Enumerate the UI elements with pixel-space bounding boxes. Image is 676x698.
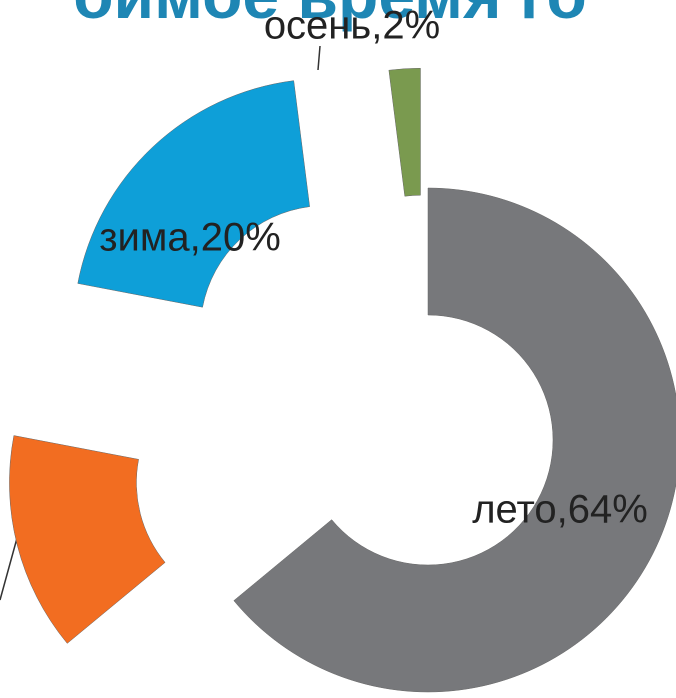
donut-segment [388, 67, 421, 197]
data-label: осень,2% [264, 4, 440, 48]
leader-line [317, 45, 321, 71]
data-label: зима,20% [99, 216, 281, 260]
chart-title: оимое время го [73, 0, 587, 32]
data-label: лето,64% [472, 488, 648, 532]
donut-segment [77, 80, 310, 308]
donut-segment [9, 435, 166, 644]
donut-segment [233, 187, 676, 693]
